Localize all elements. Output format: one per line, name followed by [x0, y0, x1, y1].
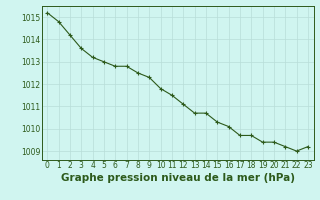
X-axis label: Graphe pression niveau de la mer (hPa): Graphe pression niveau de la mer (hPa): [60, 173, 295, 183]
